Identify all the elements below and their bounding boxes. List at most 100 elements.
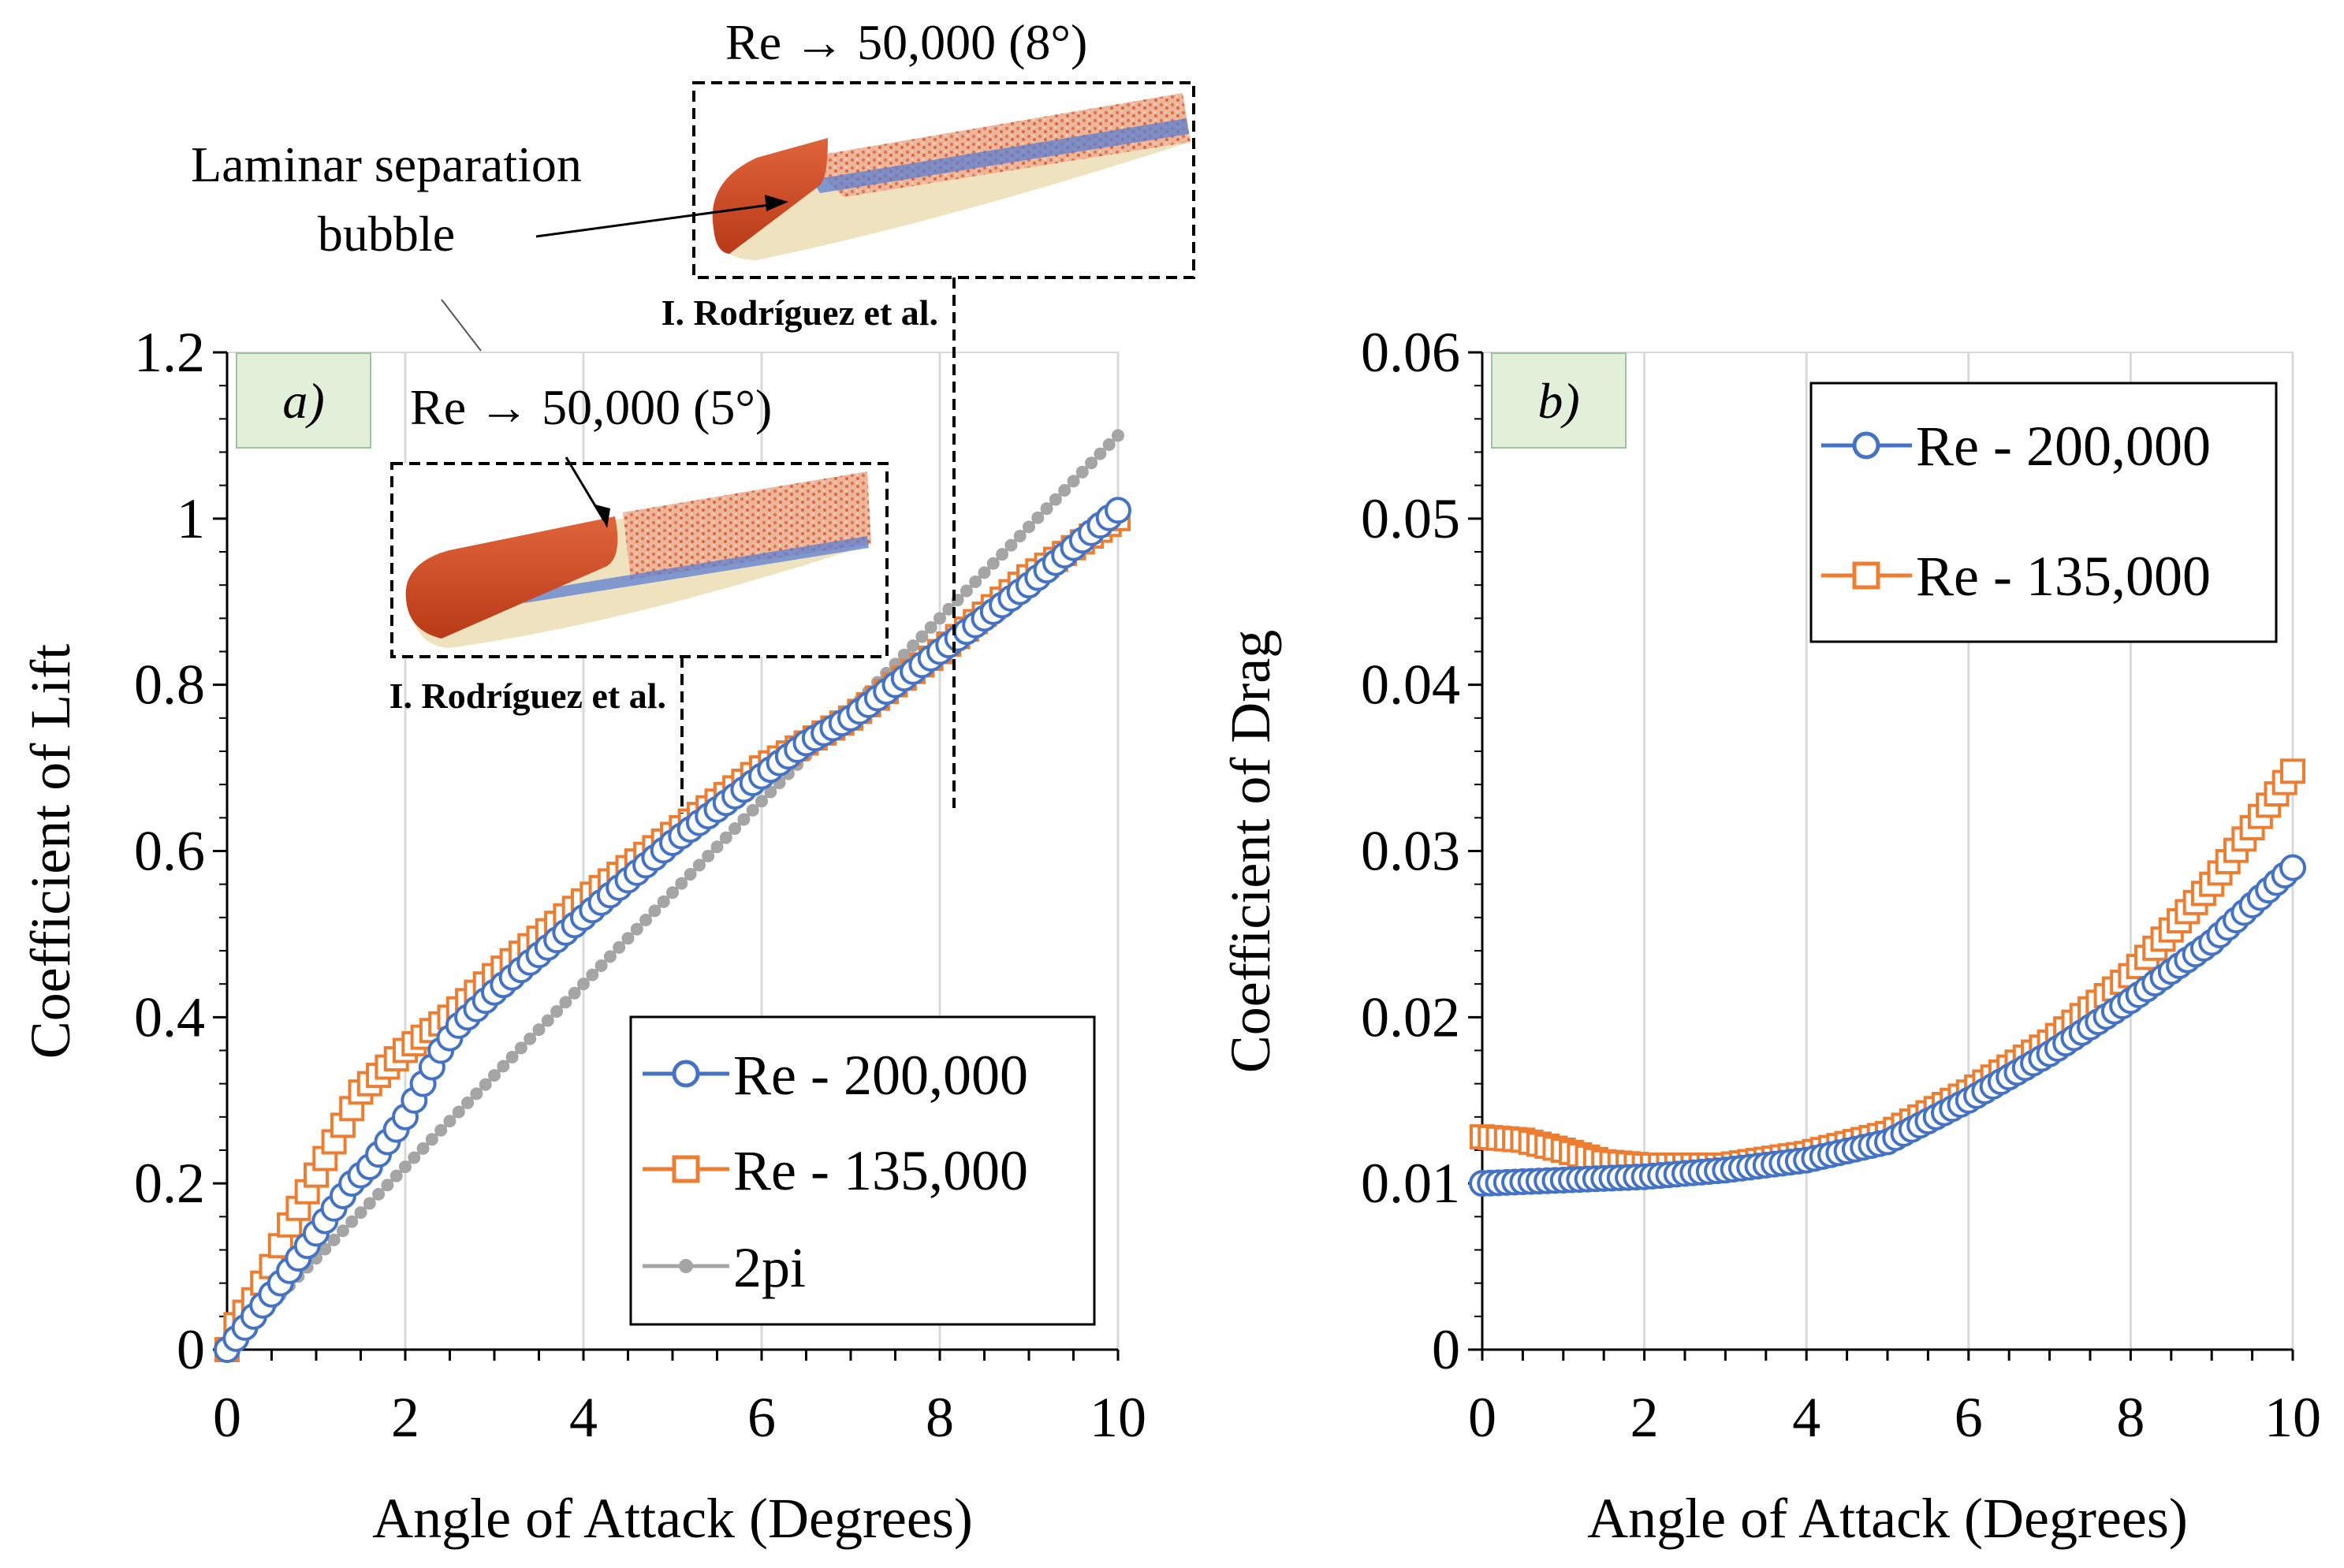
lift-legend-2pi: 2pi bbox=[733, 1236, 806, 1299]
data-point-dot bbox=[461, 1096, 475, 1109]
data-point-dot bbox=[897, 648, 911, 661]
data-point-dot bbox=[408, 1151, 421, 1164]
data-point-dot bbox=[630, 922, 643, 936]
data-point-dot bbox=[399, 1160, 412, 1174]
panel-a-label-box bbox=[236, 352, 371, 449]
y-tick-label: 1.2 bbox=[134, 321, 205, 384]
x-tick-label: 8 bbox=[2116, 1386, 2145, 1449]
data-point-dot bbox=[541, 1014, 554, 1027]
data-point-dot bbox=[470, 1087, 483, 1101]
x-tick-label: 4 bbox=[1792, 1386, 1820, 1449]
x-tick-label: 10 bbox=[1090, 1386, 1146, 1449]
data-point-dot bbox=[719, 831, 732, 844]
data-point-dot bbox=[729, 822, 742, 836]
drag-x-axis-title: Angle of Attack (Degrees) bbox=[1587, 1487, 2188, 1550]
panel-a-label: a) bbox=[282, 373, 324, 429]
lift-x-axis-title: Angle of Attack (Degrees) bbox=[372, 1487, 973, 1550]
y-tick-label: 0.06 bbox=[1361, 321, 1460, 384]
data-point-dot bbox=[1094, 447, 1107, 460]
drag-series bbox=[1469, 758, 2306, 1197]
data-point-dot bbox=[648, 904, 661, 918]
data-point-dot bbox=[327, 1233, 341, 1246]
data-point-dot bbox=[621, 932, 635, 945]
data-point-dot bbox=[559, 996, 572, 1009]
data-point-dot bbox=[960, 584, 973, 598]
source-credit-mid: I. Rodríguez et al. bbox=[389, 676, 666, 716]
data-point-dot bbox=[1049, 493, 1062, 506]
y-tick-label: 0.6 bbox=[134, 820, 205, 883]
drag-y-axis-title: Coefficient of Drag bbox=[1219, 630, 1282, 1073]
data-point-dot bbox=[737, 813, 751, 826]
data-point-dot bbox=[452, 1105, 465, 1119]
data-point-circle bbox=[2279, 854, 2306, 881]
drag-legend: Re - 200,000 Re - 135,000 bbox=[1809, 382, 2278, 643]
airfoil-image-5deg bbox=[405, 471, 871, 648]
y-tick-label: 0 bbox=[177, 1318, 205, 1381]
x-tick-label: 2 bbox=[1630, 1386, 1659, 1449]
y-tick-label: 0.04 bbox=[1361, 654, 1460, 717]
drag-chart: 0 2 4 6 8 10 0 0.01 0.02 0.03 0.04 0.05 0.06 b) Angl… bbox=[1219, 321, 2321, 1550]
x-tick-label: 8 bbox=[926, 1386, 954, 1449]
data-point-dot bbox=[524, 1032, 537, 1045]
data-point-dot bbox=[1067, 475, 1080, 488]
data-point-dot bbox=[372, 1187, 386, 1201]
data-point-dot bbox=[586, 968, 599, 981]
data-point-dot bbox=[934, 612, 946, 625]
data-point-dot bbox=[1102, 438, 1116, 452]
data-point-dot bbox=[354, 1206, 367, 1220]
data-point-dot bbox=[1085, 456, 1098, 470]
data-point-dot bbox=[425, 1133, 438, 1146]
data-point-dot bbox=[969, 575, 982, 588]
data-point-dot bbox=[1023, 520, 1035, 534]
data-point-circle bbox=[1105, 497, 1131, 524]
y-tick-label: 0.2 bbox=[134, 1152, 205, 1215]
source-credit-top: I. Rodríguez et al. bbox=[661, 292, 938, 333]
data-point-dot bbox=[532, 1023, 546, 1037]
data-point-dot bbox=[755, 795, 768, 808]
y-tick-label: 0 bbox=[1432, 1318, 1460, 1381]
data-point-dot bbox=[1112, 429, 1124, 442]
data-point-dot bbox=[764, 785, 777, 799]
annotation-lsb: Laminar separation bubble bbox=[191, 136, 788, 352]
x-tick-label: 0 bbox=[213, 1386, 241, 1449]
legend-marker-dot bbox=[679, 1259, 693, 1273]
y-tick-label: 0.4 bbox=[134, 985, 205, 1048]
data-point-dot bbox=[1004, 538, 1018, 552]
data-point-dot bbox=[675, 877, 688, 890]
data-point-dot bbox=[550, 1004, 564, 1018]
data-point-dot bbox=[746, 803, 759, 817]
data-point-dot bbox=[1040, 502, 1053, 516]
data-point-dot bbox=[345, 1215, 359, 1228]
data-point-dot bbox=[497, 1060, 510, 1073]
x-tick-label: 10 bbox=[2264, 1386, 2321, 1449]
data-point-dot bbox=[907, 639, 920, 653]
legend-marker-circle bbox=[672, 1060, 700, 1088]
x-tick-label: 4 bbox=[569, 1386, 598, 1449]
panel-b-label: b) bbox=[1537, 373, 1579, 429]
data-point-dot bbox=[986, 557, 1000, 570]
data-point-dot bbox=[434, 1123, 448, 1137]
data-point-dot bbox=[603, 950, 617, 963]
data-point-dot bbox=[416, 1142, 430, 1155]
data-point-dot bbox=[639, 913, 653, 926]
data-point-dot bbox=[996, 548, 1009, 561]
data-point-dot bbox=[702, 849, 715, 862]
x-tick-label: 6 bbox=[1955, 1386, 1983, 1449]
x-tick-label: 6 bbox=[747, 1386, 776, 1449]
lift-legend-re135k: Re - 135,000 bbox=[733, 1139, 1028, 1202]
lift-legend-re200k: Re - 200,000 bbox=[733, 1044, 1028, 1107]
data-point-dot bbox=[389, 1169, 403, 1183]
annotation-top-inset: Re → 50,000 (8°) I. Rodríguez et al. bbox=[661, 14, 1195, 808]
lsb-label-line2: bubble bbox=[318, 206, 455, 262]
data-point-dot bbox=[692, 858, 706, 872]
data-point-square bbox=[2280, 758, 2305, 784]
data-point-dot bbox=[1013, 529, 1027, 542]
data-point-dot bbox=[505, 1050, 519, 1063]
data-point-dot bbox=[924, 620, 937, 634]
y-tick-label: 0.01 bbox=[1361, 1152, 1460, 1215]
mid-inset-title: Re → 50,000 (5°) bbox=[410, 379, 772, 435]
panel-b-label-box bbox=[1491, 352, 1627, 449]
legend-marker-square bbox=[1852, 561, 1880, 590]
data-point-dot bbox=[568, 986, 581, 1000]
